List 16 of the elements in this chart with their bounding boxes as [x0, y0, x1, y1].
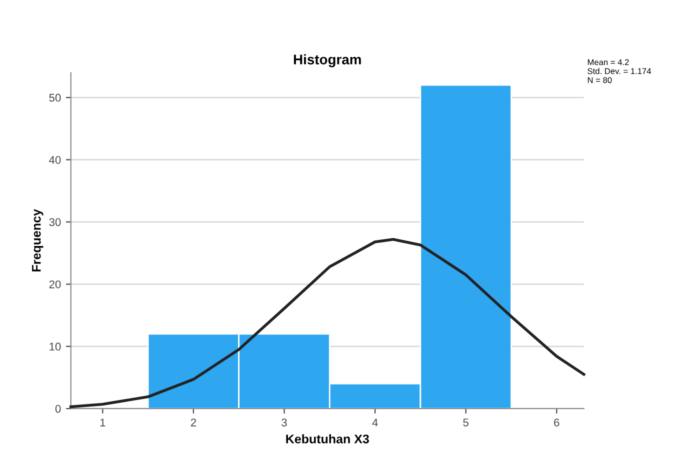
- y-tick-label: 30: [49, 218, 61, 226]
- y-tick-label: 10: [50, 342, 61, 351]
- x-axis-title: Kebutuhan X3: [286, 434, 369, 444]
- x-tick-label: 6: [554, 418, 560, 426]
- x-tick-label: 5: [463, 418, 468, 426]
- chart-title: Histogram: [294, 54, 361, 68]
- y-tick-label: 50: [49, 94, 61, 102]
- y-tick-label: 40: [49, 156, 61, 164]
- y-tick-label: 20: [49, 280, 61, 288]
- x-tick-label: 1: [100, 418, 106, 426]
- x-tick-label: 3: [282, 418, 287, 426]
- y-axis-title: Frequency: [32, 209, 44, 272]
- x-tick-label: 4: [372, 418, 378, 426]
- text: Mean = 4.2 Std. Dev. = 1.174 N = 80: [588, 59, 652, 84]
- x-tick-label: 2: [190, 418, 196, 426]
- y-tick-label: 0: [55, 404, 61, 413]
